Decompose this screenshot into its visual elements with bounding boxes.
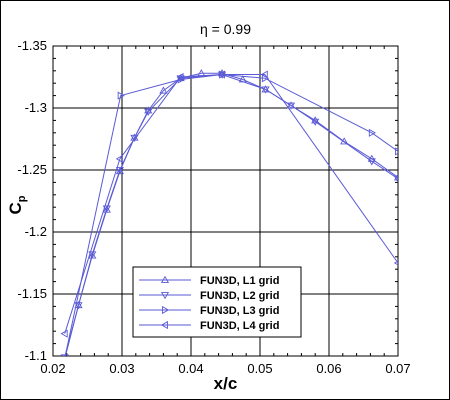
legend-marker xyxy=(162,305,170,315)
y-tick-label: -1.3 xyxy=(25,100,47,115)
x-tick-label: 0.06 xyxy=(316,361,341,376)
series-l3-point xyxy=(117,91,125,100)
axis-ticks: 0.02 0.03 0.04 0.05 0.06 0.07 -1.35 -1.3 -1.25 -1… xyxy=(17,38,410,376)
x-tick-label: 0.05 xyxy=(247,361,272,376)
series-l4-point xyxy=(260,70,268,79)
series-l4-point xyxy=(115,154,123,163)
series-l2-line xyxy=(64,73,398,356)
legend-entry: FUN3D, L3 grid xyxy=(139,305,279,317)
y-tick-label: -1.35 xyxy=(17,38,47,53)
y-tick-label: -1.1 xyxy=(25,348,47,363)
plot-border xyxy=(52,45,399,357)
series-l1-point xyxy=(55,382,62,388)
y-axis-title: Cp xyxy=(6,195,28,214)
series-l2-point xyxy=(115,167,125,175)
legend-label: FUN3D, L1 grid xyxy=(200,275,279,287)
y-axis-title-main: C xyxy=(6,202,25,214)
legend-label: FUN3D, L2 grid xyxy=(200,290,279,302)
legend-label: FUN3D, L4 grid xyxy=(200,320,279,332)
x-axis-title: x/c xyxy=(214,374,238,393)
series-l2-point xyxy=(367,158,376,166)
series-group xyxy=(55,69,398,388)
series-l1-point xyxy=(217,69,227,77)
series-l4-point xyxy=(217,70,225,79)
series-l4-point xyxy=(60,329,68,338)
legend-marker xyxy=(160,292,170,300)
legend-entry: FUN3D, L2 grid xyxy=(139,290,279,302)
y-tick-label: -1.25 xyxy=(17,162,47,177)
y-tick-label: -1.2 xyxy=(25,224,47,239)
legend-marker xyxy=(160,275,170,283)
y-axis-title-subscript: p xyxy=(16,195,28,202)
series-l2-point xyxy=(393,175,398,183)
legend-marker xyxy=(160,320,168,330)
x-tick-label: 0.03 xyxy=(109,361,134,376)
legend-entries: FUN3D, L1 grid FUN3D, L2 grid FUN3D, L3 gr… xyxy=(139,275,279,332)
x-tick-label: 0.02 xyxy=(40,361,65,376)
legend: FUN3D, L1 grid FUN3D, L2 grid FUN3D, L3 gr… xyxy=(132,266,302,338)
chart-title: η = 0.99 xyxy=(200,21,251,37)
legend-label: FUN3D, L3 grid xyxy=(200,305,279,317)
series-l1-point xyxy=(159,86,168,94)
series-l3-point xyxy=(368,128,376,137)
series-l4-point xyxy=(393,260,398,266)
series-l2-point xyxy=(144,108,153,116)
series-l4 xyxy=(60,70,398,338)
x-tick-label: 0.04 xyxy=(178,361,203,376)
y-tick-label: -1.15 xyxy=(17,286,47,301)
series-l2-point xyxy=(286,102,296,110)
series-l2-point xyxy=(88,251,97,259)
x-tick-label: 0.07 xyxy=(385,361,410,376)
series-l2-point xyxy=(102,205,111,213)
series-l3-point xyxy=(395,147,398,156)
series-l4-line xyxy=(64,74,398,334)
series-l2-point xyxy=(74,302,83,310)
series-l2-point xyxy=(130,134,139,142)
series-l4-point xyxy=(176,72,184,82)
series-l2-point xyxy=(261,86,270,94)
legend-entry: FUN3D, L4 grid xyxy=(139,320,279,332)
series-l2-point xyxy=(60,354,69,356)
series-l2-point xyxy=(311,118,320,126)
legend-entry: FUN3D, L1 grid xyxy=(139,275,279,287)
grid-lines xyxy=(53,46,398,356)
